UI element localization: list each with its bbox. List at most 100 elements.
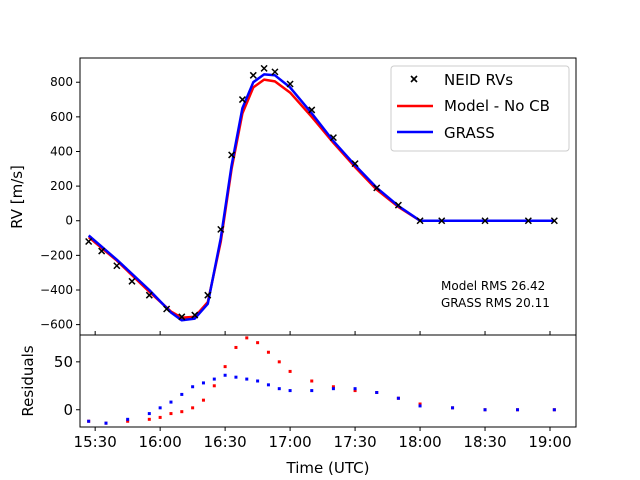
neid-rv-marker <box>438 217 446 225</box>
residual-point-grass <box>191 385 195 389</box>
x-tick-label: 19:00 <box>528 433 571 451</box>
residual-point-grass <box>87 419 91 423</box>
residual-point-model <box>147 417 151 421</box>
x-tick-label: 16:30 <box>204 433 247 451</box>
residual-point-grass <box>180 392 184 396</box>
neid-rv-marker <box>373 184 381 192</box>
neid-rv-marker <box>394 201 402 209</box>
main-y-tick-label: −400 <box>40 283 73 297</box>
residual-point-grass <box>288 389 292 393</box>
neid-rv-marker <box>238 96 246 104</box>
neid-rv-marker <box>85 237 93 246</box>
legend: NEID RVs Model - No CB GRASS <box>390 65 570 152</box>
residual-point-model <box>256 341 260 345</box>
residual-point-model <box>223 365 227 369</box>
residual-point-grass <box>483 408 487 412</box>
neid-rv-marker <box>271 68 279 76</box>
main-panel: −600 −400 −200 0 200 400 600 800 RV [m/s] Model… <box>8 57 577 336</box>
rms-annotation-grass: GRASS RMS 20.11 <box>441 296 550 310</box>
residual-point-model <box>245 336 249 340</box>
residual-point-grass <box>245 377 249 381</box>
residual-point-model <box>331 385 335 389</box>
x-tick-label: 18:30 <box>463 433 506 451</box>
neid-rv-marker <box>249 71 257 79</box>
neid-rv-marker <box>308 106 316 114</box>
neid-rv-marker <box>163 305 171 313</box>
residual-point-grass <box>169 400 173 404</box>
x-ticks: 15:30 16:00 16:30 17:00 17:30 18:00 18:30 19:00 <box>74 331 572 451</box>
x-tick-label: 17:30 <box>333 433 376 451</box>
neid-rv-marker <box>351 160 359 168</box>
residual-point-model <box>169 412 173 416</box>
x-tick-label: 15:30 <box>74 433 117 451</box>
residual-point-model <box>126 419 130 423</box>
neid-rv-marker <box>178 313 186 321</box>
main-y-ticks: −600 −400 −200 0 200 400 600 800 <box>40 75 80 332</box>
neid-rv-marker <box>128 277 136 285</box>
rms-annotation-model: Model RMS 26.42 <box>441 279 545 293</box>
residual-point-model <box>234 345 238 349</box>
residuals-series <box>87 336 556 425</box>
residual-point-grass <box>353 387 357 391</box>
legend-label-model: Model - No CB <box>444 97 550 115</box>
series-line-2 <box>87 73 555 322</box>
neid-rv-marker <box>550 217 558 225</box>
residual-point-grass <box>212 377 216 381</box>
legend-box <box>390 65 570 152</box>
residual-point-model <box>191 406 195 410</box>
residual-point-model <box>277 360 281 364</box>
main-y-tick-label: 600 <box>50 110 73 124</box>
residual-point-grass <box>256 379 260 383</box>
main-y-tick-label: 0 <box>65 214 73 228</box>
residual-point-grass <box>375 391 379 394</box>
residual-point-grass <box>266 383 270 387</box>
neid-rv-marker <box>98 247 106 255</box>
main-y-tick-label: 800 <box>50 75 73 89</box>
main-y-tick-label: −600 <box>40 318 73 332</box>
x-tick-label: 16:00 <box>139 433 182 451</box>
residual-point-model <box>266 350 270 354</box>
residuals-panel: 050 15:30 16:00 16:30 17:00 17:30 18:00 18:30 1… <box>19 331 577 477</box>
neid-rv-marker <box>228 151 236 159</box>
residual-point-grass <box>396 396 400 400</box>
residual-point-model <box>310 379 314 383</box>
residual-point-model <box>353 389 357 393</box>
main-y-tick-label: 200 <box>50 179 73 193</box>
neid-rv-marker <box>524 217 532 225</box>
legend-label-grass: GRASS <box>444 124 495 142</box>
residual-point-grass <box>418 404 422 408</box>
residuals-axes-frame <box>79 334 577 428</box>
residual-point-grass <box>158 406 162 410</box>
residual-point-grass <box>234 375 238 379</box>
residual-point-model <box>418 402 422 406</box>
legend-label-neid: NEID RVs <box>444 71 513 89</box>
neid-rv-marker <box>204 291 212 299</box>
x-tick-label: 17:00 <box>268 433 311 451</box>
neid-rv-marker <box>260 64 268 72</box>
x-tick-label: 18:00 <box>398 433 441 451</box>
neid-rv-marker <box>481 217 489 225</box>
residual-point-model <box>180 410 184 414</box>
neid-rv-marker <box>416 217 424 225</box>
residual-point-grass <box>451 406 455 410</box>
x-axis-label: Time (UTC) <box>286 459 370 477</box>
residuals-y-ticks: 0 50 <box>54 353 80 419</box>
residuals-y-tick-label: 50 <box>54 353 73 371</box>
neid-rv-marker <box>145 291 153 299</box>
residual-point-grass <box>201 381 205 385</box>
neid-rv-marker <box>113 262 121 270</box>
main-y-tick-label: −200 <box>40 248 73 262</box>
neid-rv-marker <box>217 225 225 233</box>
residual-point-grass <box>104 421 108 425</box>
main-series <box>85 64 558 322</box>
residuals-y-axis-label: Residuals <box>19 345 37 416</box>
neid-rv-marker <box>191 311 199 319</box>
residual-point-grass <box>516 408 520 412</box>
neid-rv-marker <box>329 134 337 142</box>
legend-marker-neid <box>410 75 418 83</box>
residual-point-grass <box>277 387 281 391</box>
main-y-tick-label: 400 <box>50 144 73 158</box>
residual-point-grass <box>552 408 556 412</box>
residual-point-grass <box>126 417 130 421</box>
